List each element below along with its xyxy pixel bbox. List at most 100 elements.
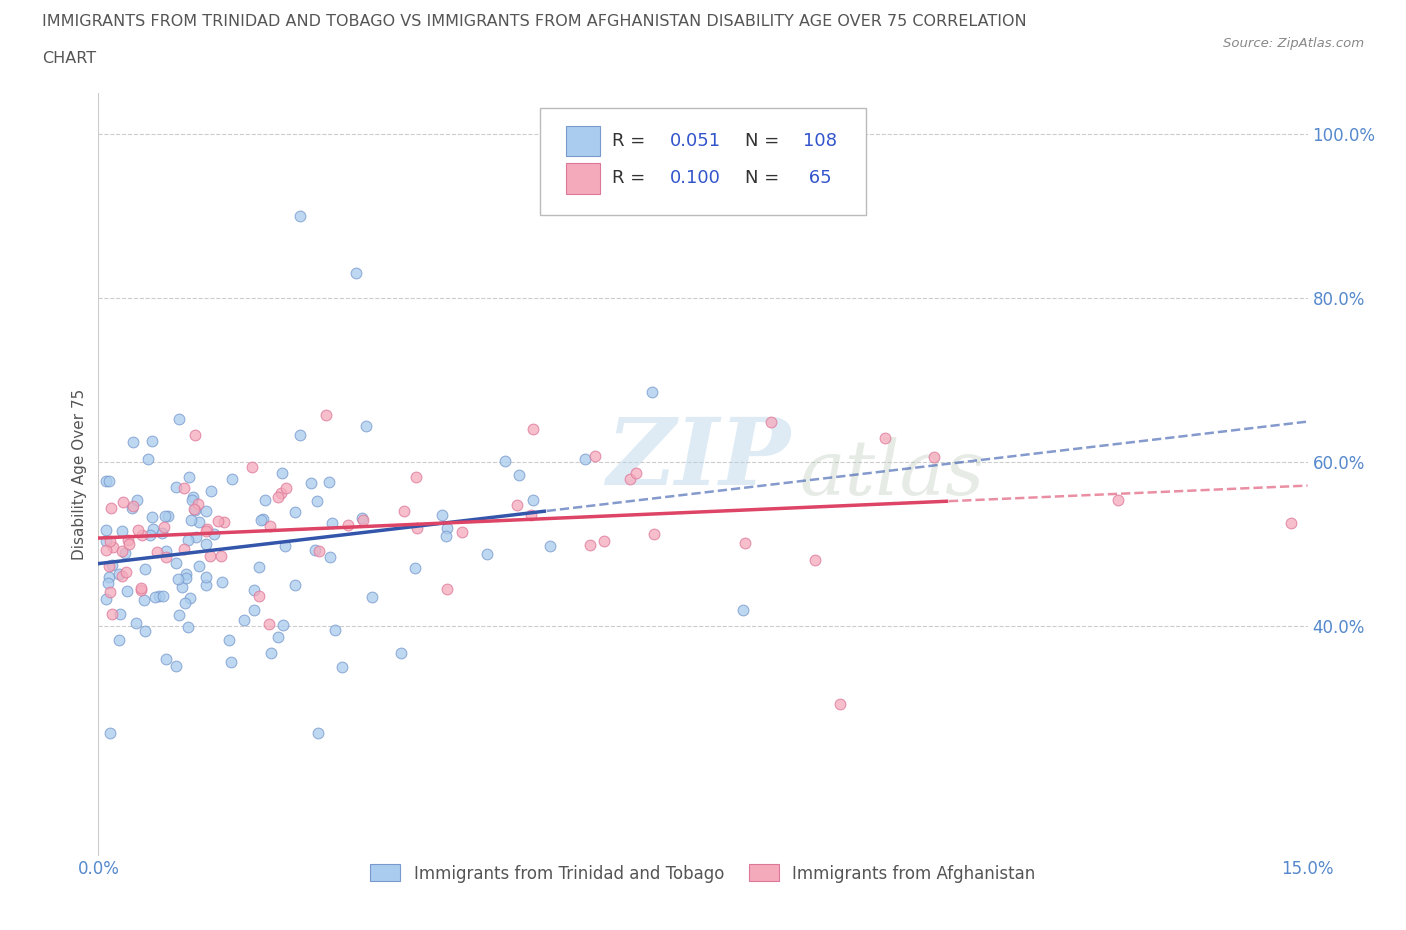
Point [177,619,200,634]
Point [475,547,498,562]
Point [173,481,195,496]
Point [96,473,118,488]
Point [112,495,135,510]
Point [156,509,179,524]
Point [593,534,616,549]
Point [436,529,458,544]
FancyBboxPatch shape [540,108,866,215]
Point [274,538,297,553]
Point [361,590,384,604]
Point [114,546,136,561]
Text: 0.100: 0.100 [671,169,721,188]
Point [174,570,197,585]
Point [243,582,266,597]
Point [212,514,235,529]
Point [103,539,125,554]
Point [389,645,412,660]
Point [195,522,218,537]
Point [98,569,121,584]
Text: Source: ZipAtlas.com: Source: ZipAtlas.com [1223,37,1364,50]
Point [97,576,120,591]
Point [270,465,292,480]
Point [875,431,897,445]
Point [110,524,132,538]
Point [583,448,606,463]
Point [243,603,266,618]
Point [299,475,322,490]
Point [233,613,256,628]
Point [250,512,273,527]
Point [167,607,190,622]
Point [176,533,198,548]
Point [247,589,270,604]
Point [139,527,162,542]
Point [108,606,131,621]
Point [98,725,121,740]
Point [520,507,543,522]
Point [579,538,602,552]
Point [430,508,453,523]
Point [127,493,149,508]
Point [141,510,163,525]
Legend: Immigrants from Trinidad and Tobago, Immigrants from Afghanistan: Immigrants from Trinidad and Tobago, Imm… [364,857,1042,889]
Point [179,591,201,605]
Point [96,542,118,557]
Text: 65: 65 [803,169,832,188]
Point [619,472,641,486]
Point [734,536,756,551]
Point [352,511,374,525]
Point [165,658,187,673]
Point [114,565,136,579]
Point [155,652,177,667]
Point [194,578,217,592]
Point [98,534,121,549]
Text: IMMIGRANTS FROM TRINIDAD AND TOBAGO VS IMMIGRANTS FROM AFGHANISTAN DISABILITY AG: IMMIGRANTS FROM TRINIDAD AND TOBAGO VS I… [42,14,1026,29]
Point [240,460,263,475]
Point [267,490,290,505]
Point [508,468,530,483]
Point [129,581,152,596]
Point [494,454,516,469]
Point [288,427,311,442]
Point [129,582,152,597]
Point [643,526,665,541]
Point [274,481,297,496]
Point [96,522,118,537]
Point [318,550,340,565]
Point [150,526,173,541]
Text: N =: N = [745,169,786,188]
Point [98,584,121,599]
Point [337,518,360,533]
Point [344,266,367,281]
Point [506,497,529,512]
Point [252,512,274,526]
Point [405,470,427,485]
Text: R =: R = [613,132,651,150]
Point [354,418,377,433]
Point [188,559,211,574]
Text: 0.051: 0.051 [671,132,721,150]
Point [146,545,169,560]
Point [122,498,145,513]
Text: atlas: atlas [800,437,986,512]
Point [153,509,176,524]
Point [284,578,307,592]
Point [247,560,270,575]
Point [305,493,328,508]
Point [174,566,197,581]
Point [122,434,145,449]
Point [436,521,458,536]
Text: ZIP: ZIP [606,414,790,504]
Point [183,502,205,517]
Point [184,428,207,443]
Point [321,515,343,530]
Point [522,493,544,508]
Point [254,493,277,508]
Point [194,569,217,584]
Point [118,537,141,551]
Point [259,518,281,533]
Point [761,415,783,430]
Point [1107,492,1129,507]
Point [100,500,122,515]
Point [127,523,149,538]
